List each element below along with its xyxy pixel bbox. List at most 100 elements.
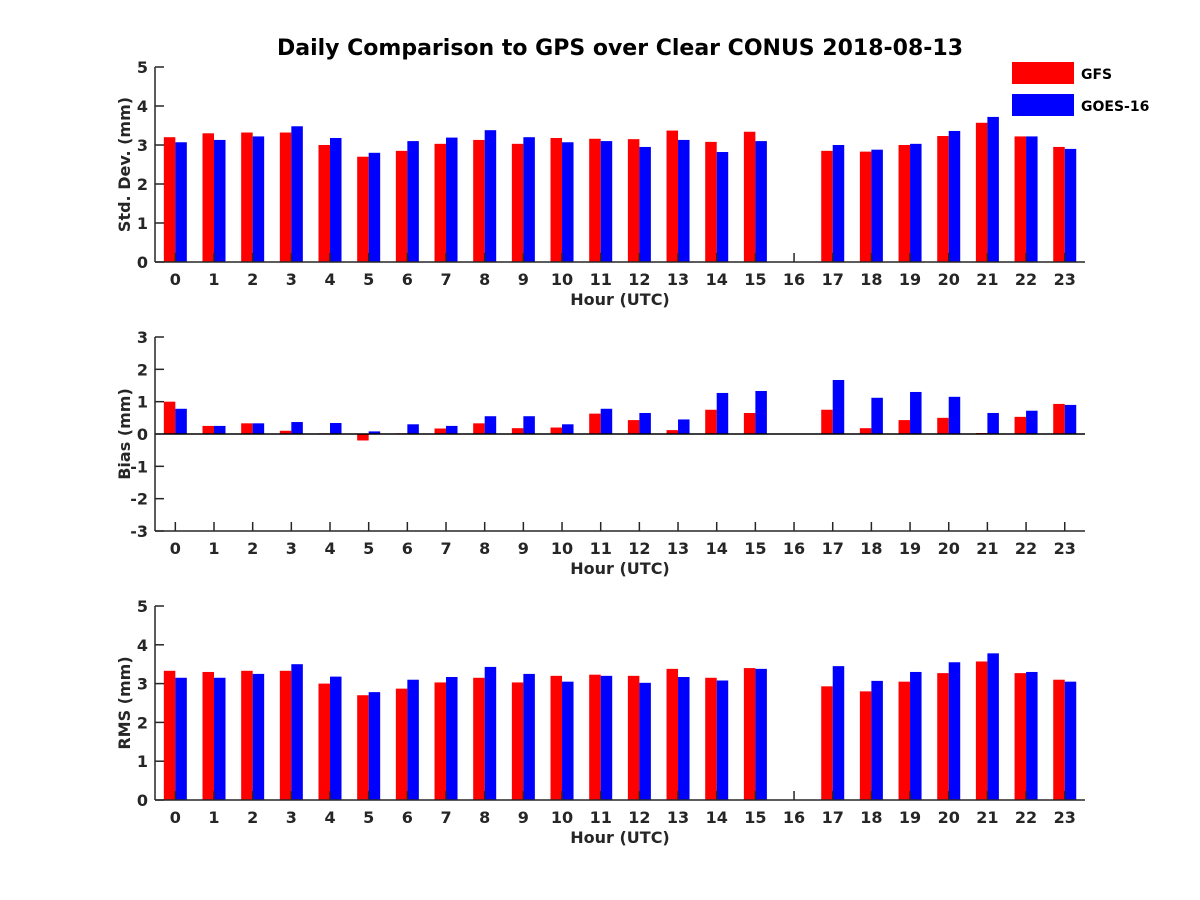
- rms-bar-gfs-hour-7: [434, 682, 447, 800]
- rms-bar-goes16-hour-14: [716, 680, 729, 800]
- legend-swatch-goes16: [1012, 94, 1074, 116]
- rms-bar-goes16-hour-2: [252, 673, 265, 800]
- rms-x-tick-label: 2: [247, 808, 258, 827]
- bias-bar-gfs-hour-22: [1014, 416, 1027, 434]
- std-x-tick-label: 7: [440, 270, 451, 289]
- bias-y-tick-label: 1: [137, 393, 148, 412]
- std-bar-gfs-hour-18: [859, 151, 872, 262]
- rms-bar-gfs-hour-4: [318, 683, 331, 800]
- std-bar-gfs-hour-22: [1014, 136, 1027, 262]
- rms-bar-gfs-hour-3: [279, 670, 292, 800]
- std-x-tick-label: 20: [938, 270, 960, 289]
- bias-y-tick-label: 0: [137, 425, 148, 444]
- std-y-tick-label: 3: [137, 136, 148, 155]
- rms-bar-goes16-hour-18: [871, 680, 883, 800]
- rms-bar-gfs-hour-2: [241, 670, 253, 800]
- rms-bar-goes16-hour-22: [1026, 671, 1038, 800]
- rms-bar-goes16-hour-5: [368, 692, 381, 800]
- rms-bar-goes16-hour-13: [678, 677, 690, 800]
- bias-x-tick-label: 22: [1015, 539, 1037, 558]
- std-x-tick-label: 17: [822, 270, 844, 289]
- rms-x-tick-label: 4: [324, 808, 335, 827]
- std-bar-goes16-hour-15: [755, 141, 767, 262]
- bias-bar-gfs-hour-8: [473, 423, 485, 434]
- std-bar-gfs-hour-19: [898, 145, 911, 262]
- bias-bar-gfs-hour-20: [937, 417, 949, 434]
- std-bar-goes16-hour-1: [214, 139, 226, 262]
- bias-x-tick-label: 18: [860, 539, 882, 558]
- std-bar-gfs-hour-15: [743, 131, 756, 262]
- std-y-tick-label: 2: [137, 175, 148, 194]
- rms-bar-goes16-hour-12: [639, 682, 651, 800]
- bias-x-axis-label: Hour (UTC): [570, 559, 670, 578]
- rms-x-tick-label: 7: [440, 808, 451, 827]
- bias-bar-goes16-hour-4: [330, 423, 342, 434]
- bias-x-tick-label: 19: [899, 539, 921, 558]
- std-x-tick-label: 16: [783, 270, 805, 289]
- rms-bar-gfs-hour-20: [937, 673, 949, 800]
- std-x-tick-label: 13: [667, 270, 689, 289]
- std-x-tick-label: 15: [744, 270, 766, 289]
- std-y-tick-label: 0: [137, 253, 148, 272]
- bias-y-tick-label: 3: [137, 328, 148, 347]
- bias-bar-goes16-hour-9: [523, 416, 535, 434]
- bias-bar-gfs-hour-14: [705, 409, 717, 434]
- std-bar-gfs-hour-21: [975, 122, 988, 263]
- std-bar-goes16-hour-0: [175, 142, 187, 262]
- bias-bar-goes16-hour-19: [910, 391, 922, 434]
- bias-bar-goes16-hour-3: [291, 422, 303, 434]
- rms-bar-goes16-hour-20: [948, 662, 961, 800]
- std-bar-goes16-hour-3: [291, 126, 303, 262]
- std-bar-goes16-hour-11: [600, 141, 613, 262]
- rms-x-tick-label: 14: [706, 808, 728, 827]
- bias-bar-goes16-hour-22: [1026, 410, 1038, 434]
- std-bar-goes16-hour-8: [484, 130, 497, 262]
- bias-x-tick-label: 14: [706, 539, 728, 558]
- std-bar-gfs-hour-4: [318, 145, 331, 262]
- bias-y-tick-label: -2: [130, 490, 148, 509]
- std-x-tick-label: 12: [628, 270, 650, 289]
- std-bar-goes16-hour-18: [871, 149, 883, 262]
- rms-x-tick-label: 1: [208, 808, 219, 827]
- rms-bar-goes16-hour-15: [755, 668, 767, 800]
- rms-bar-goes16-hour-7: [446, 677, 458, 800]
- rms-bar-gfs-hour-6: [395, 688, 408, 800]
- bias-x-tick-label: 3: [286, 539, 297, 558]
- std-bar-gfs-hour-14: [705, 141, 717, 262]
- rms-x-axis-label: Hour (UTC): [570, 828, 670, 847]
- bias-bar-goes16-hour-2: [252, 423, 265, 434]
- bias-bar-goes16-hour-15: [755, 391, 767, 434]
- legend-swatch-gfs: [1012, 62, 1074, 84]
- rms-bar-goes16-hour-23: [1064, 681, 1077, 800]
- rms-bar-gfs-hour-1: [202, 671, 214, 800]
- rms-x-tick-label: 6: [402, 808, 413, 827]
- std-bar-goes16-hour-7: [446, 137, 458, 262]
- std-bar-gfs-hour-7: [434, 143, 447, 262]
- std-x-tick-label: 22: [1015, 270, 1037, 289]
- std-bar-gfs-hour-13: [666, 130, 679, 262]
- std-x-tick-label: 0: [170, 270, 181, 289]
- std-y-tick-label: 4: [137, 97, 148, 116]
- rms-x-tick-label: 17: [822, 808, 844, 827]
- std-bar-goes16-hour-12: [639, 146, 651, 262]
- bias-x-tick-label: 7: [440, 539, 451, 558]
- bias-bar-goes16-hour-7: [446, 425, 458, 434]
- rms-y-tick-label: 2: [137, 713, 148, 732]
- rms-x-tick-label: 13: [667, 808, 689, 827]
- rms-y-tick-label: 5: [137, 597, 148, 616]
- bias-y-axis-label: Bias (mm): [115, 388, 134, 480]
- bias-bar-gfs-hour-19: [898, 420, 911, 434]
- std-bar-gfs-hour-5: [357, 156, 369, 262]
- bias-bar-gfs-hour-15: [743, 412, 756, 434]
- bias-bar-gfs-hour-10: [550, 427, 563, 434]
- std-bar-goes16-hour-10: [562, 142, 574, 262]
- bias-y-tick-label: 2: [137, 360, 148, 379]
- bias-bar-goes16-hour-10: [562, 424, 574, 434]
- rms-bar-goes16-hour-6: [407, 679, 419, 800]
- std-x-tick-label: 23: [1054, 270, 1076, 289]
- legend: GFS GOES-16: [1012, 62, 1149, 116]
- std-x-tick-label: 11: [590, 270, 612, 289]
- std-x-axis-label: Hour (UTC): [570, 290, 670, 309]
- std-x-tick-label: 21: [976, 270, 998, 289]
